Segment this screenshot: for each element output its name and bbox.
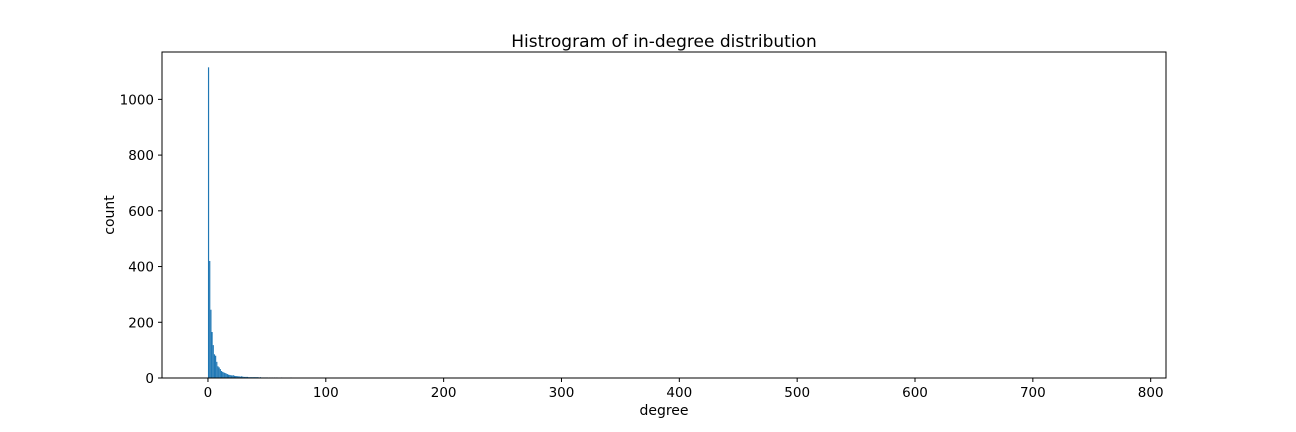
- histogram-bar: [240, 376, 243, 378]
- y-tick-label: 0: [145, 371, 154, 387]
- y-tick-label: 1000: [120, 92, 154, 108]
- histogram-bar: [212, 345, 214, 378]
- histogram-bar: [222, 371, 224, 378]
- histogram-bar: [231, 375, 233, 378]
- histogram-bar: [244, 376, 246, 378]
- histogram-bar: [245, 376, 247, 378]
- y-tick-label: 800: [128, 148, 154, 164]
- x-tick-label: 100: [313, 385, 339, 401]
- histogram-bar: [219, 369, 221, 378]
- histogram-bar: [243, 376, 245, 378]
- histogram-bar: [207, 67, 210, 379]
- x-tick-label: 0: [204, 385, 213, 401]
- x-axis-label: degree: [639, 403, 688, 419]
- y-axis-label: count: [102, 195, 118, 235]
- y-axis-ticks: 0 200 400 600 800 1000: [120, 92, 162, 387]
- x-tick-label: 400: [666, 385, 692, 401]
- histogram-bar: [226, 374, 228, 378]
- histogram-bar: [209, 260, 211, 378]
- histogram-bar: [217, 366, 219, 378]
- histogram-bar: [235, 376, 237, 378]
- x-tick-label: 700: [1020, 385, 1046, 401]
- histogram-bar: [238, 376, 240, 378]
- histogram-bar: [227, 374, 230, 378]
- plot-frame: [161, 51, 1167, 379]
- x-tick-label: 600: [902, 385, 928, 401]
- chart-title: Histrogram of in-degree distribution: [511, 32, 817, 52]
- x-tick-label: 800: [1138, 385, 1164, 401]
- y-tick-label: 400: [128, 260, 154, 276]
- x-axis-ticks: 0 100 200 300 400 500 600 700 800: [204, 378, 1164, 401]
- histogram-bar: [246, 376, 249, 378]
- histogram-bar: [239, 376, 241, 378]
- histogram-bar: [233, 375, 236, 378]
- histogram-bar: [215, 355, 217, 378]
- histogram-bar: [230, 375, 232, 378]
- histogram-bar: [216, 361, 218, 378]
- histogram-bar: [237, 376, 239, 378]
- histogram-bar: [211, 332, 213, 378]
- x-tick-label: 200: [431, 385, 457, 401]
- histogram-bar: [236, 376, 238, 378]
- histogram-bar: [224, 372, 226, 378]
- histogram-bar: [223, 372, 225, 378]
- x-tick-label: 300: [549, 385, 575, 401]
- histogram-bar: [220, 371, 223, 378]
- x-tick-label: 500: [784, 385, 810, 401]
- bars-group: [207, 67, 1141, 379]
- histogram-bar: [229, 374, 231, 378]
- histogram-bar: [218, 367, 220, 378]
- y-tick-label: 600: [128, 204, 154, 220]
- histogram-bar: [210, 309, 212, 378]
- histogram-bar: [232, 375, 234, 378]
- histogram-bar: [242, 376, 244, 378]
- y-tick-label: 200: [128, 315, 154, 331]
- histogram-bar: [213, 354, 216, 378]
- histogram-bar: [225, 373, 227, 378]
